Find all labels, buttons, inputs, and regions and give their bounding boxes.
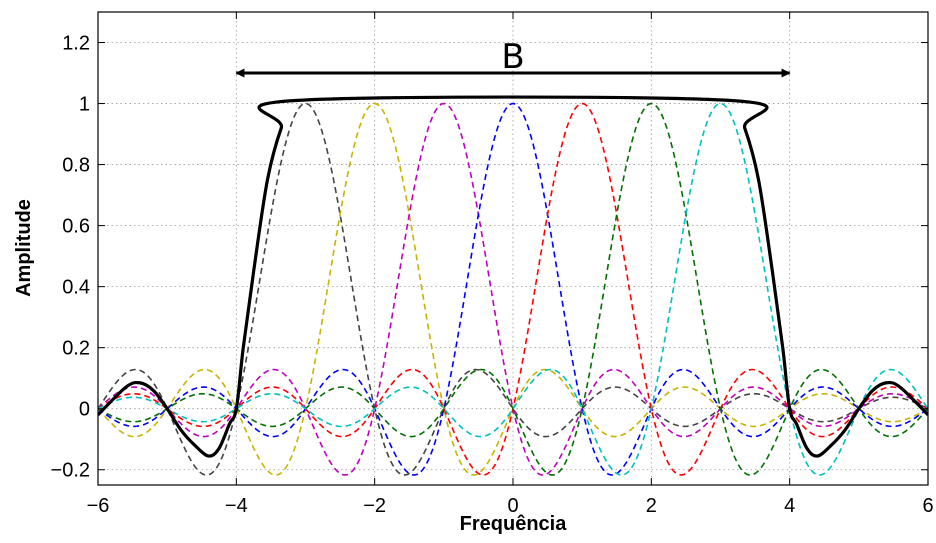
x-tick-label: 4 xyxy=(784,495,795,517)
x-tick-label: −6 xyxy=(87,495,110,517)
y-tick-label: 0 xyxy=(79,399,90,421)
y-tick-label: 0.2 xyxy=(62,338,90,360)
x-tick-label: 0 xyxy=(507,495,518,517)
y-tick-label: 1 xyxy=(79,94,90,116)
sinc-series-line xyxy=(98,102,928,476)
x-tick-label: −4 xyxy=(225,495,248,517)
x-tick-label: 2 xyxy=(646,495,657,517)
sinc-series-line xyxy=(98,102,928,476)
x-axis-title: Frequência xyxy=(460,513,568,535)
envelope-line xyxy=(98,95,928,458)
plot-frame xyxy=(97,11,929,486)
y-tick-label: 0.4 xyxy=(62,277,90,299)
sinc-series-line xyxy=(98,102,928,476)
y-axis-title: Amplitude xyxy=(13,199,35,297)
y-tick-label: 0.8 xyxy=(62,155,90,177)
grid xyxy=(98,12,928,485)
x-tick-label: −2 xyxy=(363,495,386,517)
sinc-series-line xyxy=(98,102,928,476)
sinc-series-line xyxy=(98,102,928,476)
sinc-series-line xyxy=(98,102,928,476)
annotation: B xyxy=(235,37,791,78)
y-tick-label: 1.2 xyxy=(62,33,90,55)
bandwidth-label: B xyxy=(501,37,524,77)
envelope-group xyxy=(98,95,928,458)
x-tick-label: 6 xyxy=(922,495,933,517)
y-tick-label: −0.2 xyxy=(51,460,90,482)
ticks: −6 −4 −2 0 2 4 6 −0.2 0 0.2 0.4 0.6 0.8 1 1.2 xyxy=(51,12,934,517)
sinc-series-line xyxy=(98,102,928,476)
series-group xyxy=(98,102,928,476)
y-tick-label: 0.6 xyxy=(62,216,90,238)
